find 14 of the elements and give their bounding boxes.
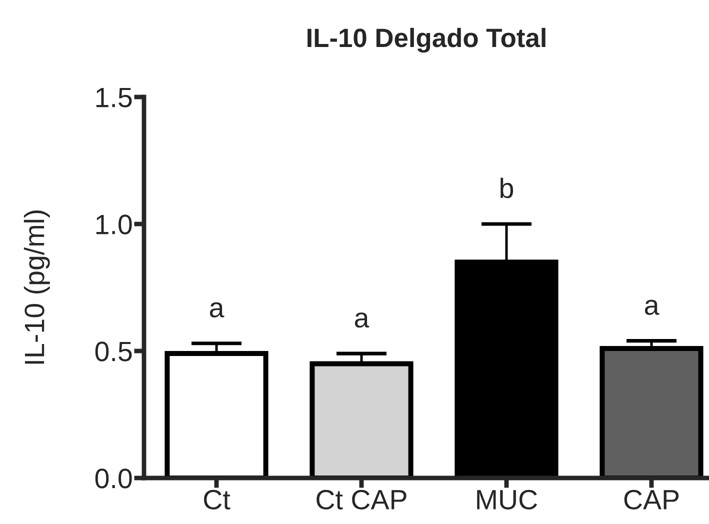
x-tick-label: CAP xyxy=(624,490,679,510)
x-tick-label: Ct xyxy=(204,490,230,510)
y-tick-label: 1.0 xyxy=(96,214,132,234)
x-tick-label: MUC xyxy=(477,490,538,510)
annotation: b xyxy=(500,178,514,198)
chart-title: IL-10 Delgado Total xyxy=(308,28,546,53)
y-tick-label: 1.5 xyxy=(96,88,132,108)
y-axis-title: IL-10 (pg/ml) xyxy=(24,210,50,364)
annotation: a xyxy=(644,300,660,315)
y-tick-label: 0.5 xyxy=(95,342,132,362)
x-tick-label: Ct CAP xyxy=(316,490,406,510)
annotation: a xyxy=(354,312,370,328)
annotation: a xyxy=(210,302,224,318)
y-tick-label: 0.0 xyxy=(95,468,132,488)
